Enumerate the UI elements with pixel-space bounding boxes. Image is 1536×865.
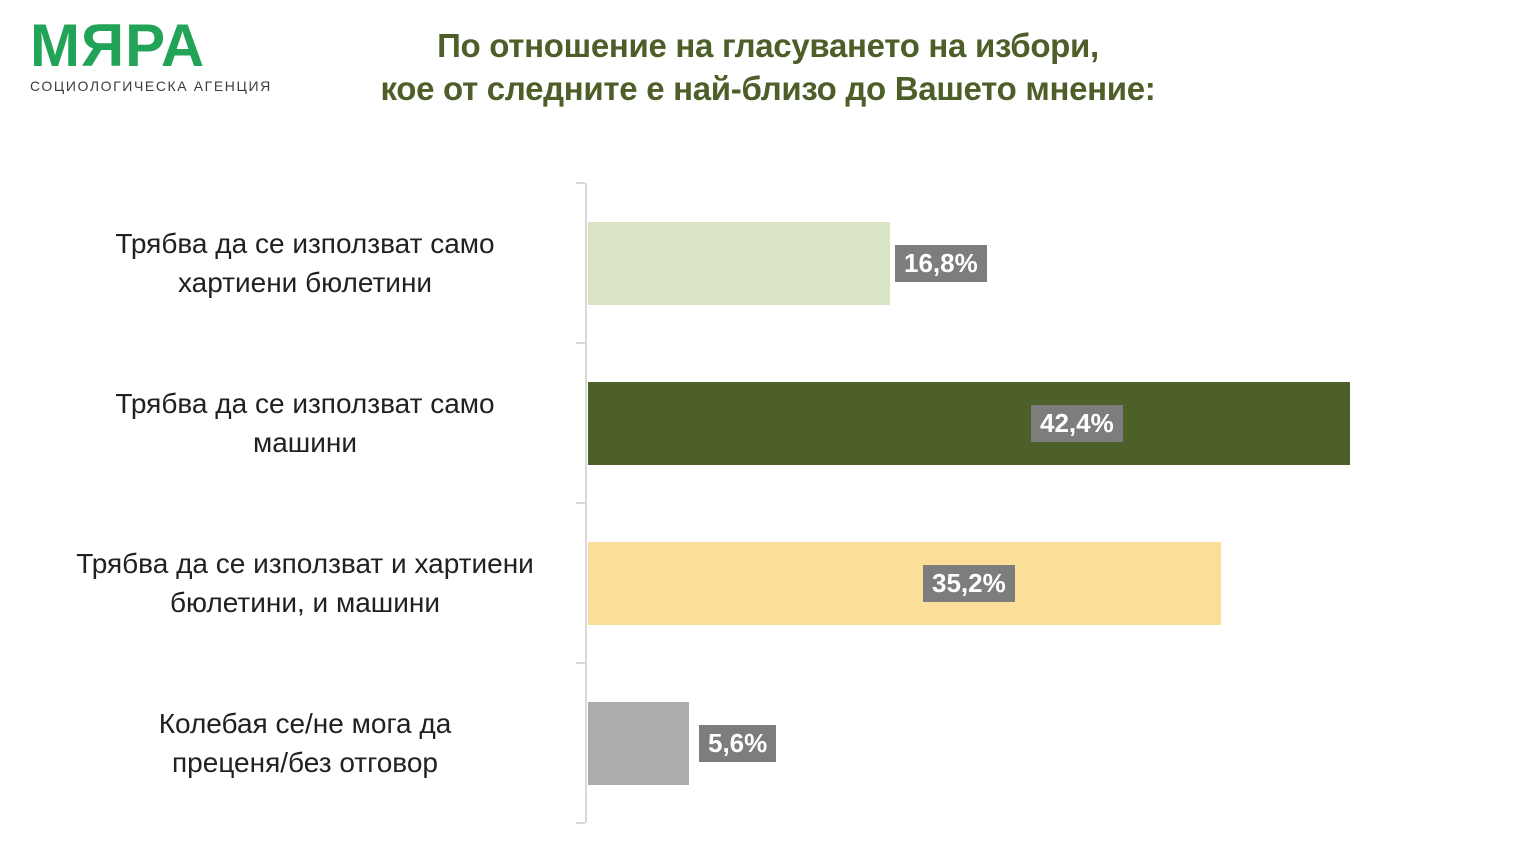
category-label-line: Трябва да се използват само: [115, 228, 495, 259]
chart-title-line1: По отношение на гласуването на избори,: [437, 27, 1099, 64]
value-badge: 16,8%: [895, 245, 987, 282]
logo-wordmark: МЯРА: [30, 12, 206, 79]
axis-tick: [576, 822, 585, 824]
axis-tick: [576, 502, 585, 504]
logo-subtitle: СОЦИОЛОГИЧЕСКА АГЕНЦИЯ: [30, 78, 272, 94]
value-badge: 42,4%: [1031, 405, 1123, 442]
category-label-line: хартиени бюлетини: [177, 267, 433, 298]
value-badge: 5,6%: [699, 725, 777, 762]
chart-title: По отношение на гласуването на избори, к…: [0, 24, 1536, 110]
bar: [588, 221, 890, 305]
value-badge: 35,2%: [923, 565, 1015, 602]
category-label: Колебая се/не мога да преценя/без отговор: [40, 688, 570, 798]
category-label-line: преценя/без отговор: [172, 747, 438, 778]
y-axis-line: [585, 183, 587, 823]
category-label-line: Колебая се/не мога да: [158, 708, 452, 739]
bar: [588, 701, 689, 785]
myara-logo: МЯРА СОЦИОЛОГИЧЕСКА АГЕНЦИЯ: [30, 12, 272, 95]
axis-tick: [576, 182, 585, 184]
category-label: Трябва да се използват само хартиени бюле…: [40, 208, 570, 318]
bar: [588, 541, 1221, 625]
category-label-line: машини: [252, 427, 358, 458]
bar: [588, 381, 1350, 465]
category-label: Трябва да се използват само машини: [40, 368, 570, 478]
category-label-line: бюлетини, и машини: [170, 587, 440, 618]
axis-tick: [576, 342, 585, 344]
category-label: Трябва да се използват и хартиени бюлетин…: [40, 528, 570, 638]
category-label-line: Трябва да се използват само: [115, 388, 495, 419]
axis-tick: [576, 662, 585, 664]
category-label-line: Трябва да се използват и хартиени: [76, 548, 534, 579]
chart-title-line2: кое от следните е най-близо до Вашето мн…: [380, 70, 1156, 107]
